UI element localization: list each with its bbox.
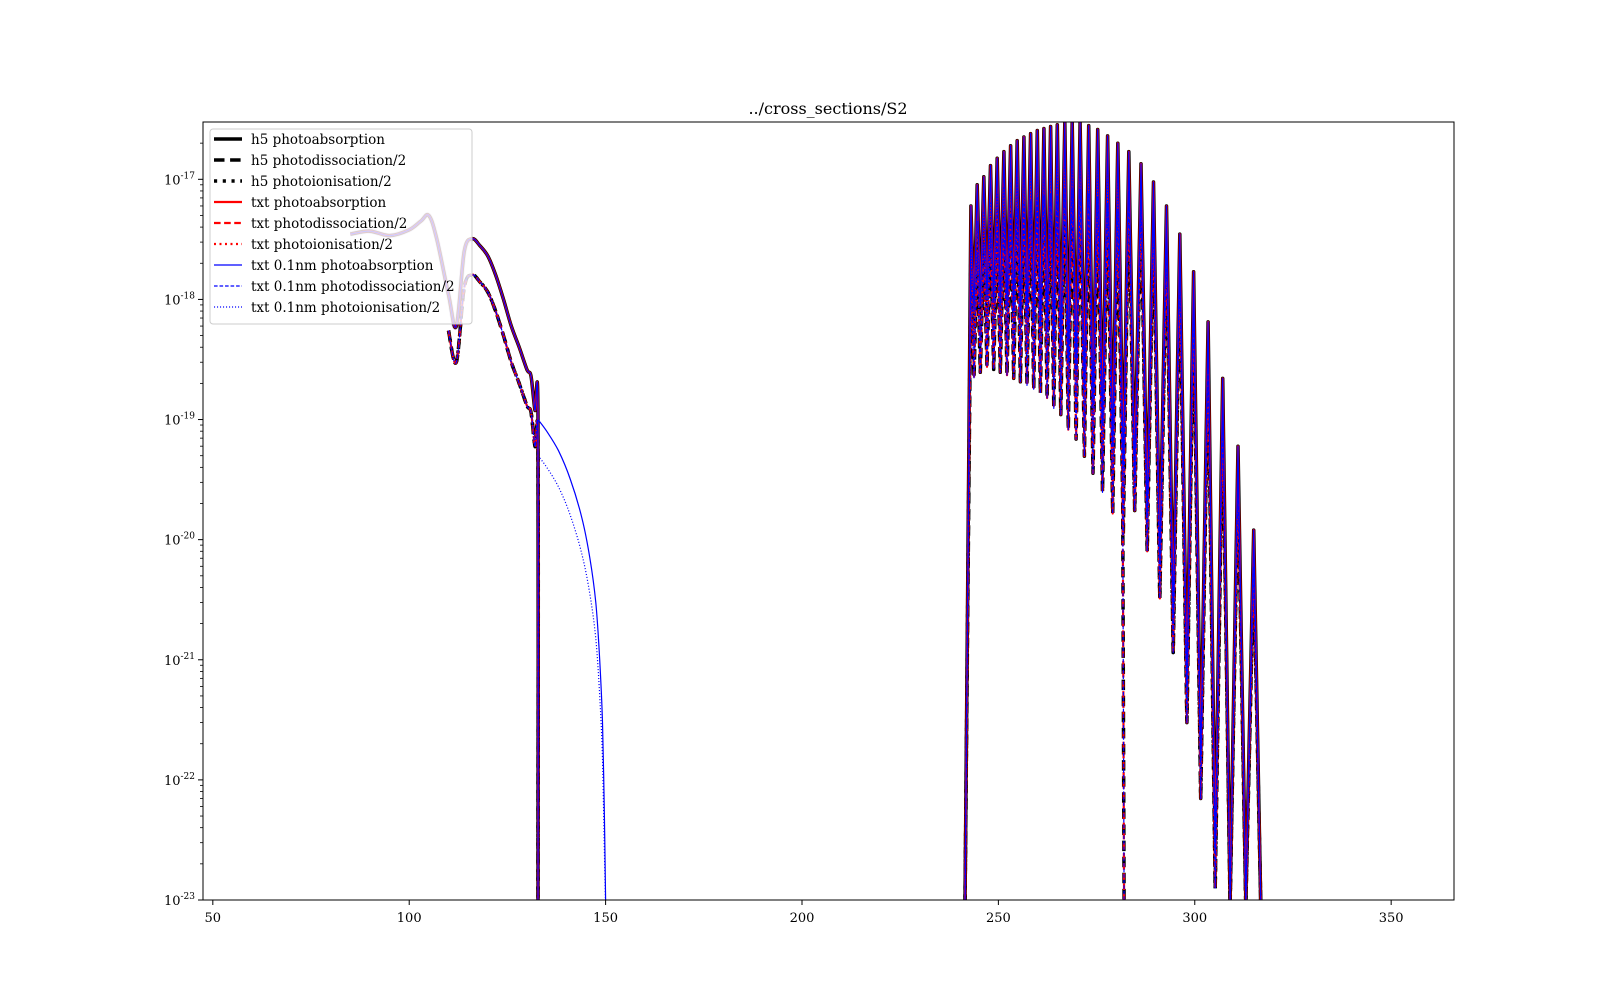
- series-band-segment: [964, 157, 1262, 900]
- y-tick-label: 10-23: [164, 892, 195, 909]
- legend-label: txt photoabsorption: [251, 195, 386, 211]
- x-tick-label: 50: [205, 911, 222, 926]
- y-tick-label: 10-21: [164, 652, 195, 669]
- legend-label: txt photodissociation/2: [251, 216, 407, 232]
- series-band-segment: [964, 187, 1262, 900]
- legend-label: txt 0.1nm photoabsorption: [251, 258, 434, 274]
- x-axis: 50 100 150 200 250 300 350: [205, 900, 1404, 926]
- legend-box: [209, 128, 473, 325]
- x-tick-label: 250: [986, 911, 1011, 926]
- y-tick-label: 10-17: [164, 171, 195, 188]
- series-dissociation-edge: [1121, 438, 1125, 900]
- x-tick-label: 300: [1182, 911, 1207, 926]
- legend-label: txt 0.1nm photoionisation/2: [251, 300, 440, 316]
- series-uv-segment: [447, 274, 539, 900]
- plot-frame: [202, 121, 1455, 901]
- y-tick-label: 10-20: [164, 532, 195, 549]
- series-tail-segment: [537, 455, 607, 900]
- y-tick-label: 10-18: [164, 291, 195, 308]
- x-tick-label: 100: [397, 911, 422, 926]
- legend-label: txt 0.1nm photodissociation/2: [251, 279, 455, 295]
- legend: h5 photoabsorption h5 photodissociation/2…: [209, 128, 473, 325]
- y-tick-label: 10-19: [164, 412, 195, 429]
- legend-label: h5 photoionisation/2: [251, 174, 392, 190]
- y-axis: 10-23 10-22 10-21 10-20 10-19 10-18 10-17: [164, 142, 203, 909]
- series-line-8: [447, 157, 1262, 900]
- x-tick-label: 150: [593, 911, 618, 926]
- legend-label: h5 photodissociation/2: [251, 153, 406, 169]
- series-tail-segment: [537, 419, 607, 900]
- x-tick-label: 200: [790, 911, 815, 926]
- legend-label: h5 photoabsorption: [251, 132, 385, 148]
- x-tick-label: 350: [1379, 911, 1404, 926]
- chart-title: ../cross_sections/S2: [748, 99, 907, 118]
- y-tick-label: 10-22: [164, 772, 195, 789]
- legend-label: txt photoionisation/2: [251, 237, 393, 253]
